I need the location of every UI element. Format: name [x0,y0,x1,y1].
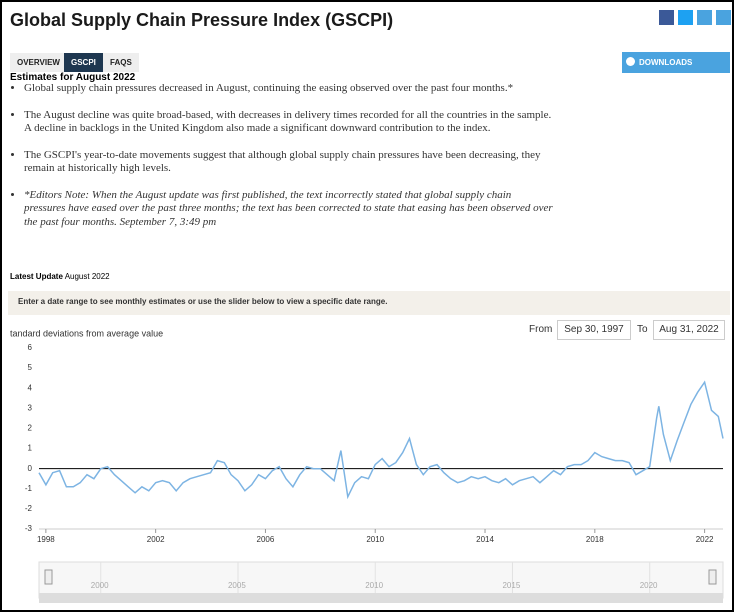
x-tick-label: 2006 [257,535,275,544]
instruction-bar: Enter a date range to see monthly estima… [8,291,730,315]
navigator-label: 2010 [365,581,383,590]
bullet-list: Global supply chain pressures decreased … [10,82,554,242]
tab-active[interactable]: GSCPI [64,53,103,72]
bullet: Global supply chain pressures decreased … [24,82,554,96]
from-label: From [529,324,553,335]
x-tick-label: 2010 [366,535,384,544]
navigator[interactable] [38,561,724,599]
bullet: *Editors Note: When the August update wa… [24,189,554,230]
bullet: The August decline was quite broad-based… [24,109,554,136]
latest-update: Latest Update August 2022 [10,272,110,281]
x-tick-label: 2014 [476,535,494,544]
downloads-button[interactable]: DOWNLOADS [622,52,730,73]
navigator-label: 2000 [91,581,109,590]
latest-update-value: August 2022 [64,272,110,281]
to-label: To [637,324,648,335]
to-input[interactable]: Aug 31, 2022 [653,320,725,340]
bullet: The GSCPI's year-to-date movements sugge… [24,149,554,176]
tab[interactable]: FAQS [103,53,139,72]
y-tick-label: -3 [25,524,33,533]
page-title: Global Supply Chain Pressure Index (GSCP… [10,10,394,30]
y-tick-label: 5 [28,363,33,372]
twitter-icon[interactable] [678,10,693,25]
facebook-icon[interactable] [659,10,674,25]
navigator-label: 2020 [640,581,658,590]
y-tick-label: 1 [28,444,33,453]
x-tick-label: 1998 [37,535,55,544]
x-tick-label: 2002 [147,535,165,544]
latest-update-label: Latest Update [10,272,63,281]
y-tick-label: 2 [28,424,33,433]
chart: tandard deviations from average value -3… [10,328,724,603]
y-tick-label: 0 [28,464,33,473]
y-tick-label: 3 [28,403,33,412]
data-line [38,380,724,500]
navigator-label: 2015 [502,581,520,590]
y-axis-label: tandard deviations from average value [10,328,163,338]
navigator-handle[interactable] [708,569,717,585]
scrollbar[interactable] [39,593,723,603]
email-icon[interactable] [697,10,712,25]
y-tick-label: -2 [25,504,33,513]
navigator-handle[interactable] [44,569,53,585]
estimates-heading: Estimates for August 2022 [10,72,136,83]
navigator-label: 2005 [228,581,246,590]
y-tick-label: -1 [25,484,33,493]
x-tick-label: 2022 [696,535,714,544]
from-input[interactable]: Sep 30, 1997 [557,320,631,340]
downloads-label: DOWNLOADS [639,58,693,67]
y-tick-label: 4 [28,383,33,392]
instruction: Enter a date range to see monthly estima… [18,297,388,306]
y-tick-label: 6 [28,343,33,352]
tab[interactable]: OVERVIEW [10,53,67,72]
print-icon[interactable] [716,10,731,25]
x-tick-label: 2018 [586,535,604,544]
